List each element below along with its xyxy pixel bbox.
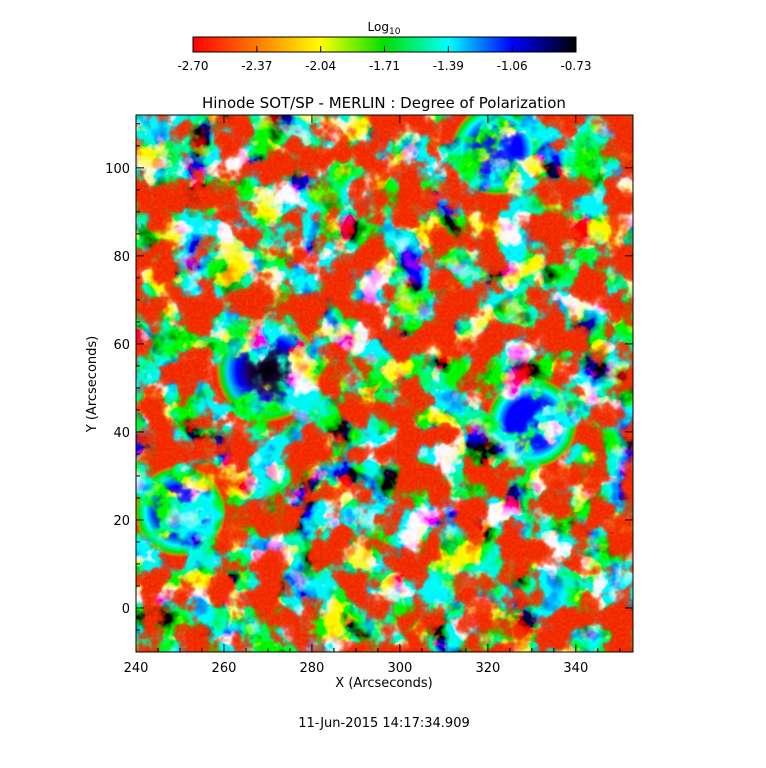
timestamp: 11-Jun-2015 14:17:34.909 xyxy=(298,716,470,731)
colorbar-tick-label: -1.06 xyxy=(497,59,528,73)
y-axis: 0 20 40 60 80 100 xyxy=(105,123,633,631)
heatmap-image xyxy=(136,115,633,652)
y-tick-label: 40 xyxy=(113,426,130,441)
x-tick-label: 240 xyxy=(124,661,149,676)
plot-frame xyxy=(135,114,634,653)
x-axis: 240 260 280 300 320 340 xyxy=(124,115,621,676)
colorbar-label-sub: 10 xyxy=(389,27,401,37)
y-axis-title: Y (Arcseconds) xyxy=(85,336,100,433)
x-tick-label: 320 xyxy=(475,661,500,676)
x-tick-label: 340 xyxy=(563,661,588,676)
plot-title: Hinode SOT/SP - MERLIN : Degree of Polar… xyxy=(202,94,566,112)
colorbar-label: Log10 xyxy=(368,20,401,37)
colorbar-ticks: -2.70 -2.37 -2.04 -1.71 -1.39 -1.06 -0.73 xyxy=(177,46,592,73)
y-tick-label: 0 xyxy=(122,602,130,617)
y-tick-label: 100 xyxy=(105,162,130,177)
y-tick-label: 80 xyxy=(113,250,130,265)
colorbar-tick-label: -1.39 xyxy=(433,59,464,73)
y-tick-label: 20 xyxy=(113,514,130,529)
colorbar-label-base: Log xyxy=(368,20,389,34)
y-tick-label: 60 xyxy=(113,338,130,353)
x-tick-label: 280 xyxy=(300,661,325,676)
x-tick-label: 260 xyxy=(212,661,237,676)
colorbar-tick-label: -2.04 xyxy=(305,59,336,73)
x-tick-label: 300 xyxy=(387,661,412,676)
colorbar-tick-label: -1.71 xyxy=(369,59,400,73)
x-axis-title: X (Arcseconds) xyxy=(335,676,432,691)
colorbar-tick-label: -0.73 xyxy=(560,59,591,73)
colorbar-tick-label: -2.70 xyxy=(177,59,208,73)
colorbar: Log10 -2.70 -2.37 -2.04 -1.71 -1.39 -1.06 -0.7… xyxy=(177,20,591,73)
colorbar-tick-label: -2.37 xyxy=(241,59,272,73)
